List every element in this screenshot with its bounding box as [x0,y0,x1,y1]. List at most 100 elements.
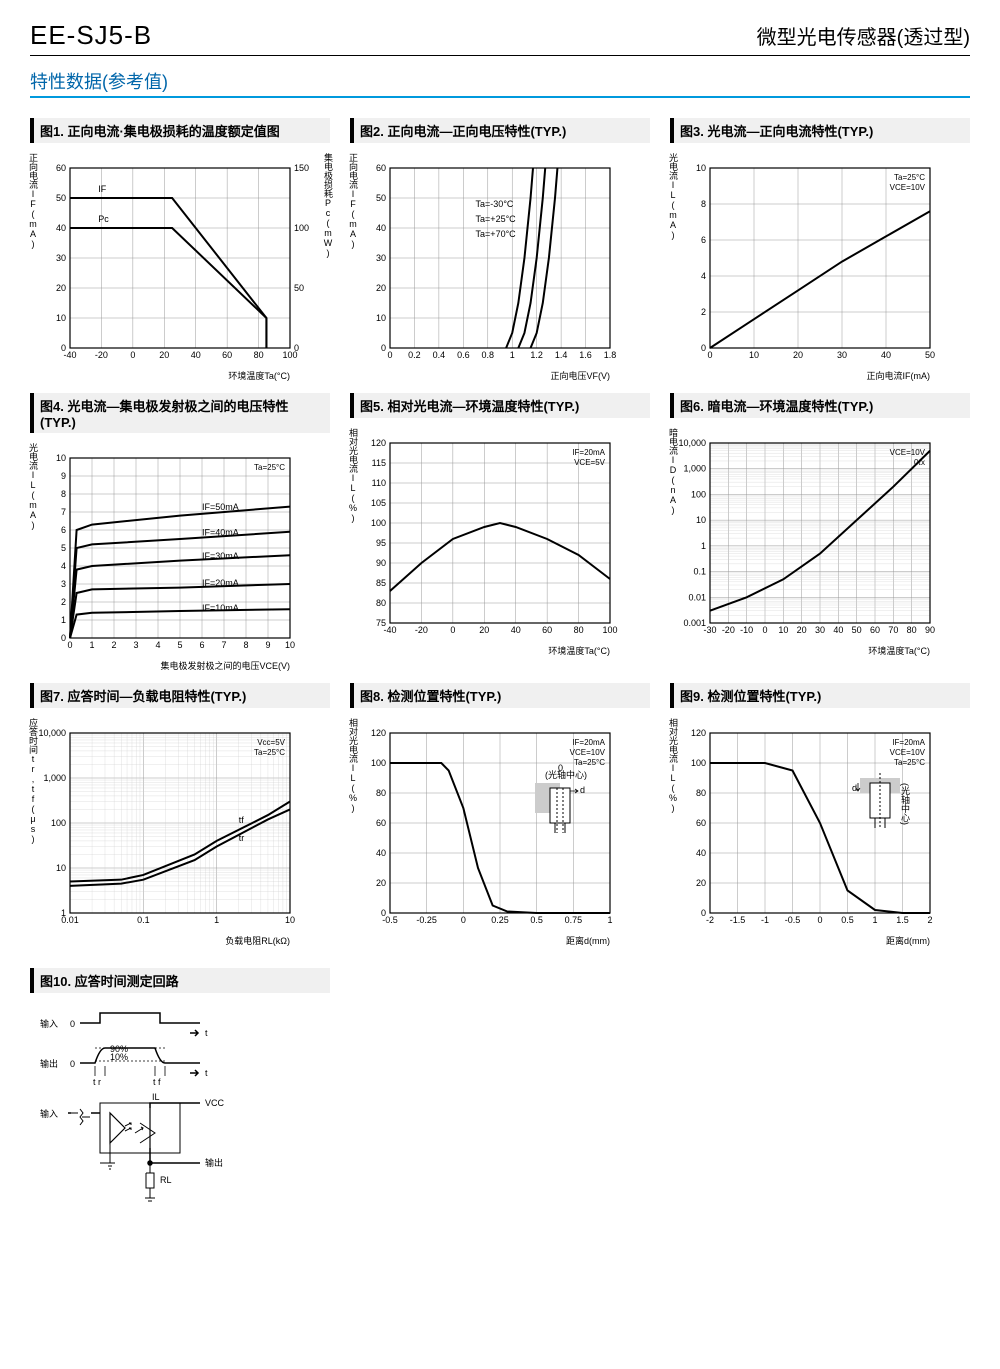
svg-text:IF=20mA: IF=20mA [572,448,605,457]
page-header: EE-SJ5-B 微型光电传感器(透过型) [30,20,970,56]
svg-text:VCE=10V: VCE=10V [570,748,606,757]
svg-text:t: t [205,1068,208,1078]
svg-text:0.1: 0.1 [693,567,706,577]
svg-text:10: 10 [696,515,706,525]
svg-text:60: 60 [542,625,552,635]
svg-text:0.25: 0.25 [491,915,509,925]
svg-text:Vcc=5V: Vcc=5V [257,738,285,747]
svg-text:VCE=10V: VCE=10V [890,448,926,457]
svg-text:IF: IF [98,184,107,194]
figure-2-title: 图2. 正向电流—正向电压特性(TYP.) [350,118,650,143]
svg-text:-10: -10 [740,625,753,635]
svg-text:85: 85 [376,578,386,588]
svg-text:Ta=25°C: Ta=25°C [574,758,605,767]
svg-text:10: 10 [778,625,788,635]
svg-text:环境温度Ta(°C): 环境温度Ta(°C) [868,645,930,656]
svg-text:60: 60 [376,818,386,828]
svg-text:20: 20 [793,350,803,360]
svg-text:100: 100 [602,625,617,635]
svg-text:0: 0 [707,350,712,360]
svg-text:-1.5: -1.5 [730,915,746,925]
svg-text:IF=20mA: IF=20mA [202,578,239,588]
svg-text:d: d [580,785,585,795]
svg-text:20: 20 [159,350,169,360]
svg-text:105: 105 [371,498,386,508]
svg-text:6: 6 [61,525,66,535]
figure-1-ylabel2: 集电极损耗Pc(mW) [323,153,332,258]
svg-text:40: 40 [511,625,521,635]
svg-text:10,000: 10,000 [678,438,706,448]
figure-5-chart: -40-200204060801007580859095100105110115… [350,428,650,658]
figure-6-cell: 图6. 暗电流—环境温度特性(TYP.)-30-20-1001020304050… [670,393,970,673]
svg-text:120: 120 [371,438,386,448]
svg-text:1.4: 1.4 [555,350,568,360]
svg-text:1.8: 1.8 [604,350,617,360]
svg-text:50: 50 [294,283,304,293]
chart-1: -40-200204060801000102030405060050100150… [30,153,310,383]
svg-text:20: 20 [376,283,386,293]
svg-text:100: 100 [371,518,386,528]
svg-text:50: 50 [376,193,386,203]
svg-text:输入: 输入 [40,1018,58,1029]
svg-text:0.75: 0.75 [565,915,583,925]
svg-text:输出: 输出 [205,1157,223,1168]
figure-2-ylabel: 正向电流IF(mA) [348,153,357,249]
chart-4: 012345678910012345678910集电极发射极之间的电压VCE(V… [30,443,310,673]
svg-text:输出: 输出 [40,1058,58,1069]
svg-text:输入: 输入 [40,1108,58,1119]
svg-text:8: 8 [701,199,706,209]
section-title: 特性数据(参考值) [30,68,970,98]
svg-text:环境温度Ta(°C): 环境温度Ta(°C) [228,370,290,381]
svg-text:0.5: 0.5 [841,915,854,925]
svg-text:(光轴中心): (光轴中心) [545,769,587,780]
figure-7-cell: 图7. 应答时间—负载电阻特性(TYP.)0.010.11101101001,0… [30,683,330,948]
svg-text:-1: -1 [761,915,769,925]
figure-6-ylabel: 暗电流ID(nA) [668,428,677,515]
figure-6-chart: -30-20-1001020304050607080900.0010.010.1… [670,428,970,658]
svg-text:集电极发射极之间的电压VCE(V): 集电极发射极之间的电压VCE(V) [160,660,290,671]
svg-text:1: 1 [510,350,515,360]
svg-text:40: 40 [833,625,843,635]
svg-text:40: 40 [191,350,201,360]
svg-text:1: 1 [214,915,219,925]
svg-text:30: 30 [815,625,825,635]
svg-text:0: 0 [70,1059,75,1069]
figure-1-ylabel: 正向电流IF(mA) [28,153,37,249]
svg-text:0: 0 [701,343,706,353]
svg-text:-20: -20 [95,350,108,360]
svg-text:0: 0 [450,625,455,635]
svg-text:40: 40 [696,848,706,858]
chart-7: 0.010.11101101001,00010,000负载电阻RL(kΩ)tft… [30,718,310,948]
svg-text:RL: RL [160,1175,172,1185]
svg-text:tf: tf [239,815,245,825]
svg-text:80: 80 [376,788,386,798]
svg-text:0: 0 [762,625,767,635]
svg-text:Ta=+70°C: Ta=+70°C [476,229,517,239]
svg-text:40: 40 [376,223,386,233]
svg-text:30: 30 [837,350,847,360]
svg-text:2: 2 [111,640,116,650]
svg-text:6: 6 [199,640,204,650]
svg-text:20: 20 [376,878,386,888]
timing-circuit-diagram: 输入 0 t 输出 0 90% 10% t r t f t 输入 [30,1003,330,1203]
svg-text:120: 120 [371,728,386,738]
svg-text:距离d(mm): 距离d(mm) [886,935,930,946]
svg-text:20: 20 [696,878,706,888]
product-category: 微型光电传感器(透过型) [757,21,970,50]
svg-text:100: 100 [691,758,706,768]
svg-text:20: 20 [56,283,66,293]
svg-text:Ta=25°C: Ta=25°C [894,758,925,767]
svg-text:负载电阻RL(kΩ): 负载电阻RL(kΩ) [225,935,290,946]
figure-9-chart: -2-1.5-1-0.500.511.52020406080100120距离d(… [670,718,970,948]
svg-text:7: 7 [221,640,226,650]
figure-3-ylabel: 光电流IL(mA) [668,153,677,240]
svg-text:95: 95 [376,538,386,548]
figure-8-chart: -0.5-0.2500.250.50.751020406080100120距离d… [350,718,650,948]
figure-2-chart: 00.20.40.60.811.21.41.61.80102030405060正… [350,153,650,383]
svg-text:0: 0 [381,343,386,353]
svg-text:10: 10 [285,640,295,650]
svg-text:0: 0 [381,908,386,918]
figure-6-title: 图6. 暗电流—环境温度特性(TYP.) [670,393,970,418]
svg-text:10: 10 [56,313,66,323]
figure-5-title: 图5. 相对光电流—环境温度特性(TYP.) [350,393,650,418]
